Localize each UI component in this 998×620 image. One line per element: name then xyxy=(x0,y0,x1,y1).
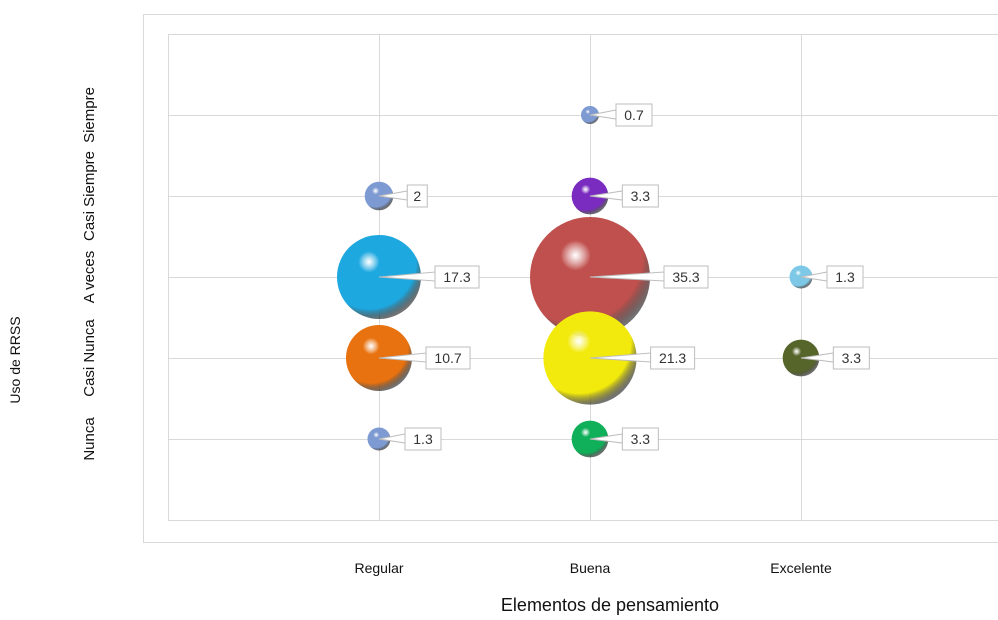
x-tick-labels: Regular Buena Excelente xyxy=(354,560,831,576)
data-label: 1.3 xyxy=(835,269,855,285)
y-tick-label: Casi Nunca xyxy=(81,319,98,397)
data-label: 3.3 xyxy=(631,431,651,447)
x-tick-label: Regular xyxy=(354,560,403,576)
x-axis-title: Elementos de pensamiento xyxy=(501,595,719,615)
y-tick-label: A veces xyxy=(81,251,98,304)
data-label: 17.3 xyxy=(443,269,470,285)
data-label: 3.3 xyxy=(631,188,651,204)
y-axis-title: Uso de RRSS xyxy=(7,316,23,403)
data-label: 1.3 xyxy=(413,431,433,447)
x-tick-label: Excelente xyxy=(770,560,832,576)
y-tick-label: Casi Siempre xyxy=(81,151,98,241)
data-label: 3.3 xyxy=(842,350,862,366)
data-label: 0.7 xyxy=(624,107,644,123)
y-tick-labels: Nunca Casi Nunca A veces Casi Siempre Siempr… xyxy=(81,87,98,461)
y-tick-label: Nunca xyxy=(81,417,98,461)
data-label: 10.7 xyxy=(434,350,461,366)
data-label: 21.3 xyxy=(659,350,686,366)
data-label: 35.3 xyxy=(672,269,699,285)
x-tick-label: Buena xyxy=(570,560,611,576)
data-label: 2 xyxy=(413,188,421,204)
y-tick-label: Siempre xyxy=(81,87,98,143)
